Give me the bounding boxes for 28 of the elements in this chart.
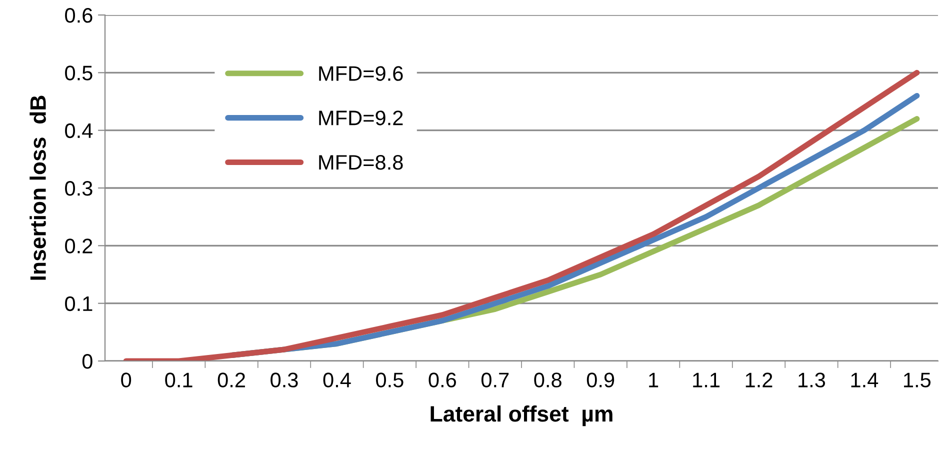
y-tick-label: 0.6 <box>65 8 92 23</box>
y-tick-label: 0.2 <box>65 238 92 254</box>
y-tick-label: 0.3 <box>65 181 92 196</box>
x-tick-label: 0.5 <box>376 372 404 388</box>
x-tick-label: 1 <box>649 372 658 388</box>
x-tick-label: 0 <box>121 372 132 388</box>
x-tick-label: 0.8 <box>534 372 562 388</box>
legend-label: MFD=9.6 <box>319 66 403 81</box>
x-tick-label: 0.4 <box>323 372 351 388</box>
x-tick-label: 1.4 <box>851 372 878 388</box>
x-tick-label: 0.1 <box>165 372 192 388</box>
x-tick-label: 1.5 <box>904 372 931 388</box>
x-tick-label: 0.3 <box>270 372 298 388</box>
y-axis-title: Insertion loss dB <box>30 96 46 280</box>
x-axis-title: Lateral offset µm <box>430 405 612 426</box>
y-tick-label: 0.4 <box>65 123 93 138</box>
x-tick-label: 0.7 <box>481 372 509 388</box>
y-tick-label: 0.1 <box>65 296 92 312</box>
legend-label: MFD=8.8 <box>319 154 403 170</box>
x-tick-label: 1.3 <box>798 372 826 388</box>
x-tick-label: 1.1 <box>693 372 720 388</box>
x-tick-label: 0.2 <box>218 372 245 388</box>
x-tick-label: 0.6 <box>428 372 456 388</box>
x-tick-label: 0.9 <box>586 372 614 388</box>
legend-label: MFD=9.2 <box>319 110 403 126</box>
y-tick-label: 0 <box>82 354 92 369</box>
y-tick-label: 0.5 <box>65 66 92 80</box>
x-tick-label: 1.2 <box>746 372 772 388</box>
